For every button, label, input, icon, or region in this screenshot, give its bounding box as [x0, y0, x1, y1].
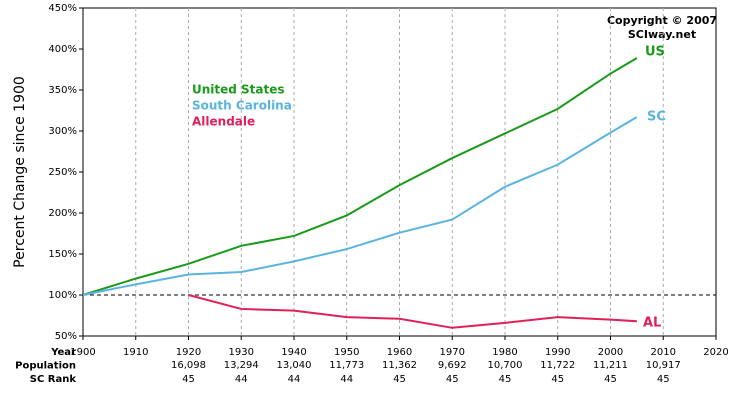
sc-rank: 44: [235, 374, 248, 385]
population: 11,362: [382, 360, 417, 371]
series-line: [82, 57, 638, 296]
y-tick-label: 450%: [48, 3, 77, 14]
y-tick-label: 100%: [48, 290, 77, 301]
x-tick-label: 1950: [334, 347, 359, 358]
end-label: AL: [643, 316, 661, 331]
population: 10,917: [646, 360, 681, 371]
row-label: SC Rank: [30, 374, 77, 385]
x-tick-label: 2010: [651, 347, 676, 358]
sc-rank: 45: [446, 374, 459, 385]
sc-rank: 45: [657, 374, 670, 385]
copyright: Copyright © 2007: [607, 14, 717, 27]
y-tick-label: 300%: [48, 126, 77, 137]
population: 11,211: [593, 360, 628, 371]
sc-rank: 45: [604, 374, 617, 385]
x-tick-label: 2000: [598, 347, 623, 358]
end-label: US: [645, 45, 665, 60]
y-axis-label: Percent Change since 1900: [12, 76, 28, 268]
x-tick-label: 1970: [440, 347, 465, 358]
x-tick-label: 2020: [703, 347, 728, 358]
sc-rank: 45: [551, 374, 564, 385]
row-label: Population: [15, 361, 76, 372]
y-tick-label: 200%: [48, 208, 77, 219]
source: SCIway.net: [628, 28, 696, 41]
legend-entry: Allendale: [192, 115, 255, 129]
x-tick-label: 1900: [70, 347, 95, 358]
population: 10,700: [488, 360, 523, 371]
y-tick-label: 50%: [55, 331, 77, 342]
x-tick-label: 1990: [545, 347, 570, 358]
y-tick-label: 150%: [48, 249, 77, 260]
population: 11,722: [540, 360, 575, 371]
x-tick-label: 1980: [492, 347, 517, 358]
sc-rank: 44: [340, 374, 353, 385]
legend-entry: South Carolina: [192, 99, 292, 113]
y-tick-label: 400%: [48, 44, 77, 55]
x-tick-label: 1910: [123, 347, 148, 358]
population: 11,773: [329, 360, 364, 371]
sc-rank: 45: [393, 374, 406, 385]
population: 9,692: [438, 360, 467, 371]
x-tick-label: 1940: [281, 347, 306, 358]
x-tick-label: 1920: [176, 347, 201, 358]
sc-rank: 44: [288, 374, 301, 385]
population: 13,040: [277, 360, 312, 371]
series-line: [188, 294, 637, 329]
y-tick-label: 350%: [48, 85, 77, 96]
sc-rank: 45: [499, 374, 512, 385]
population: 13,294: [224, 360, 259, 371]
legend-entry: United States: [192, 83, 285, 97]
x-tick-label: 1930: [229, 347, 254, 358]
sc-rank: 45: [182, 374, 195, 385]
row-label: Year: [50, 347, 76, 358]
population: 16,098: [171, 360, 206, 371]
series-line: [82, 116, 638, 296]
y-tick-label: 250%: [48, 167, 77, 178]
end-label: SC: [647, 110, 666, 125]
x-tick-label: 1960: [387, 347, 412, 358]
